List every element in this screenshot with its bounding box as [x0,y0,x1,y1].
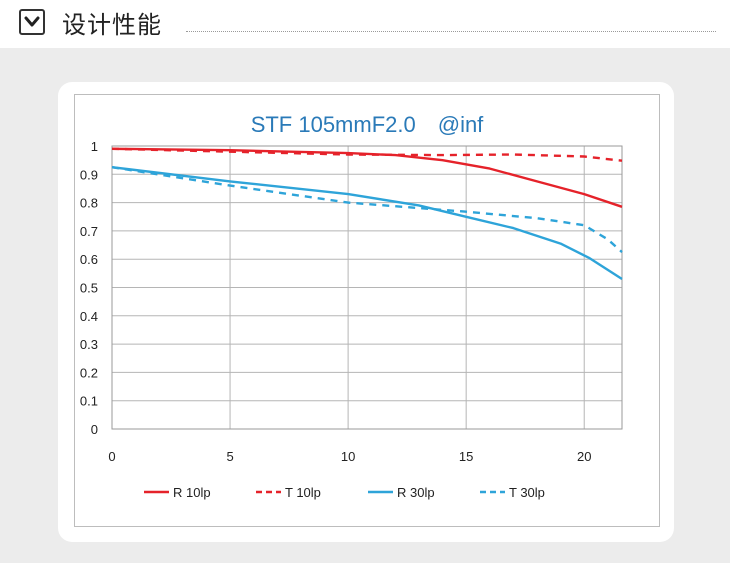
y-tick-label: 1 [91,139,98,154]
y-tick-label: 0.2 [80,365,98,380]
x-tick-label: 5 [226,449,233,464]
legend-label: R 10lp [173,485,211,500]
series-line-t-30lp [111,166,623,253]
y-tick-label: 0.6 [80,252,98,267]
legend-label: R 30lp [397,485,435,500]
y-tick-label: 0.8 [80,196,98,211]
dotted-divider [186,31,716,32]
chevron-down-icon [24,16,40,27]
chart-grid [111,145,623,430]
series-line-r-30lp [111,166,623,281]
y-tick-label: 0.7 [80,224,98,239]
y-tick-label: 0.4 [80,309,98,324]
series-line-t-10lp [111,147,623,162]
x-tick-label: 15 [459,449,473,464]
section-header: 设计性能 [0,0,730,48]
legend-label: T 10lp [285,485,321,500]
x-tick-label: 10 [341,449,355,464]
y-tick-labels: 0 0.1 0.2 0.3 0.4 0.5 0.6 0.7 0.8 0.9 1 [80,139,98,437]
section-toggle-button[interactable] [19,9,45,35]
chart-frame [74,94,660,527]
x-tick-labels: 0 5 10 15 20 [108,449,591,464]
y-tick-label: 0.5 [80,281,98,296]
x-tick-label: 20 [577,449,591,464]
plot-area-border [111,145,623,430]
series-line-r-10lp [111,147,623,208]
y-tick-label: 0.9 [80,167,98,182]
legend-label: T 30lp [509,485,545,500]
chart-title: STF 105mmF2.0 @inf [251,112,484,137]
y-tick-label: 0.3 [80,337,98,352]
x-tick-label: 0 [108,449,115,464]
chart-legend: R 10lp T 10lp R 30lp T 30lp [144,485,545,500]
section-title: 设计性能 [62,11,162,39]
chart-lines [111,147,623,281]
y-tick-label: 0 [91,422,98,437]
y-tick-label: 0.1 [80,394,98,409]
